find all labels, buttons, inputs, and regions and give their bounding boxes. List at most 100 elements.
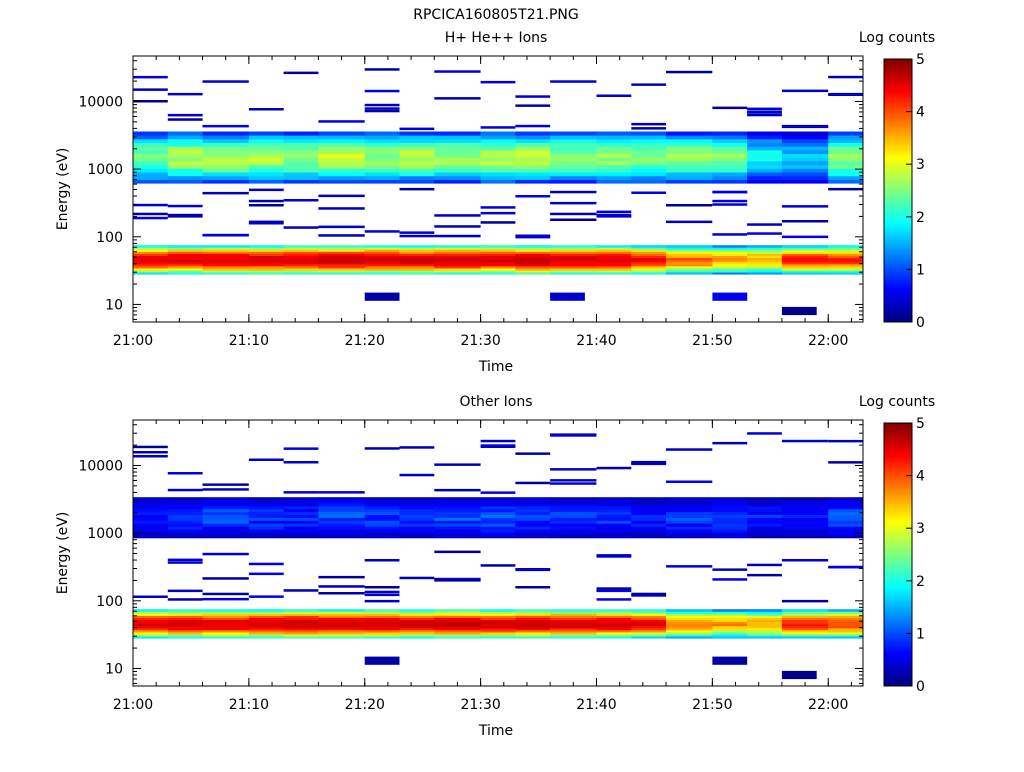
heatmap-cell bbox=[712, 247, 748, 250]
heatmap-cell bbox=[515, 523, 551, 527]
heatmap-cell bbox=[747, 179, 783, 184]
heatmap-cell bbox=[133, 532, 169, 536]
heatmap-cell bbox=[364, 503, 400, 507]
heatmap-cell bbox=[596, 210, 632, 214]
heatmap-cell bbox=[828, 263, 864, 267]
heatmap-cell bbox=[318, 120, 365, 123]
heatmap-cell bbox=[666, 517, 713, 521]
heatmap-cell bbox=[666, 168, 713, 173]
heatmap-cell bbox=[318, 623, 366, 627]
heatmap-cell bbox=[364, 230, 400, 233]
heatmap-cell bbox=[283, 153, 319, 158]
heatmap-cell bbox=[167, 529, 204, 533]
heatmap-cell bbox=[712, 131, 748, 136]
heatmap-cell bbox=[399, 255, 435, 259]
heatmap-cell bbox=[248, 164, 285, 169]
heatmap-cell bbox=[631, 83, 667, 86]
heatmap-cell bbox=[399, 532, 435, 536]
heatmap-cell bbox=[828, 505, 864, 510]
colorbar-tick-label: 5 bbox=[916, 52, 925, 68]
heatmap-cell bbox=[712, 142, 748, 147]
heatmap-cell bbox=[515, 172, 551, 177]
heatmap-cell bbox=[631, 529, 667, 533]
heatmap-cell bbox=[781, 625, 829, 629]
heatmap-cell bbox=[480, 272, 516, 275]
heatmap-cell bbox=[666, 261, 713, 265]
heatmap-cell bbox=[712, 190, 748, 194]
heatmap-cell bbox=[202, 191, 249, 195]
heatmap-cell bbox=[434, 164, 482, 169]
heatmap-cell bbox=[550, 609, 597, 612]
heatmap-cell bbox=[631, 625, 667, 629]
heatmap-cell bbox=[631, 272, 667, 275]
heatmap-cell bbox=[781, 613, 829, 616]
heatmap-cell bbox=[434, 621, 482, 625]
heatmap-cell bbox=[248, 255, 285, 259]
heatmap-cell bbox=[596, 255, 632, 259]
heatmap-cell bbox=[399, 623, 435, 627]
heatmap-cell bbox=[550, 218, 597, 221]
heatmap-cell bbox=[167, 619, 204, 623]
heatmap-cell bbox=[202, 526, 250, 530]
heatmap-cell bbox=[364, 535, 400, 539]
heatmap-cell bbox=[167, 598, 203, 601]
heatmap-cell bbox=[434, 270, 482, 273]
heatmap-cell bbox=[631, 617, 667, 620]
heatmap-cell bbox=[133, 265, 169, 269]
heatmap-cell bbox=[480, 520, 516, 524]
heatmap-cell bbox=[747, 131, 783, 136]
heatmap-cell bbox=[631, 245, 667, 248]
heatmap-cell bbox=[283, 514, 319, 518]
heatmap-cell bbox=[202, 146, 250, 151]
heatmap-cell bbox=[133, 75, 168, 79]
heatmap-cell bbox=[747, 497, 783, 501]
heatmap-cell bbox=[747, 168, 783, 173]
heatmap-cell bbox=[318, 225, 365, 229]
heatmap-cell bbox=[515, 617, 551, 620]
heatmap-cell bbox=[747, 432, 782, 435]
heatmap-cell bbox=[550, 168, 597, 173]
heatmap-cell bbox=[434, 135, 482, 140]
heatmap-cell bbox=[596, 632, 632, 635]
heatmap-cell bbox=[283, 226, 319, 229]
heatmap-cell bbox=[318, 497, 366, 501]
heatmap-cell bbox=[596, 253, 632, 256]
heatmap-cell bbox=[596, 168, 632, 173]
heatmap-cell bbox=[596, 149, 632, 154]
heatmap-cell bbox=[712, 503, 748, 507]
heatmap-cell bbox=[318, 520, 366, 524]
y-tick-label: 10 bbox=[105, 661, 123, 677]
heatmap-cell bbox=[364, 611, 400, 614]
heatmap-cell bbox=[631, 268, 667, 271]
heatmap-cell bbox=[550, 253, 597, 256]
heatmap-cell bbox=[747, 245, 783, 248]
heatmap-cell bbox=[712, 615, 748, 618]
heatmap-cell bbox=[781, 124, 829, 128]
heatmap-cell bbox=[747, 263, 783, 267]
heatmap-cell bbox=[480, 439, 516, 443]
heatmap-cell bbox=[631, 609, 667, 612]
heatmap-cell bbox=[712, 149, 748, 154]
heatmap-cell bbox=[550, 511, 597, 515]
heatmap-cell bbox=[666, 138, 713, 143]
heatmap-cell bbox=[133, 514, 169, 518]
heatmap-cell bbox=[364, 497, 400, 501]
heatmap-cell bbox=[318, 629, 366, 633]
heatmap-cell bbox=[550, 292, 585, 301]
heatmap-cell bbox=[399, 526, 435, 530]
heatmap-cell bbox=[550, 172, 597, 177]
heatmap-cell bbox=[202, 520, 250, 524]
heatmap-cell bbox=[480, 251, 516, 254]
heatmap-cell bbox=[318, 491, 365, 494]
heatmap-cell bbox=[167, 92, 203, 96]
heatmap-cell bbox=[515, 535, 551, 539]
heatmap-cell bbox=[828, 623, 864, 627]
heatmap-cell bbox=[434, 613, 482, 616]
heatmap-cell bbox=[712, 497, 748, 501]
heatmap-cell bbox=[248, 204, 284, 207]
heatmap-cell bbox=[747, 261, 783, 265]
heatmap-cell bbox=[550, 623, 597, 627]
heatmap-cell bbox=[133, 164, 169, 169]
heatmap-cell bbox=[666, 448, 713, 451]
heatmap-cell bbox=[167, 613, 204, 616]
